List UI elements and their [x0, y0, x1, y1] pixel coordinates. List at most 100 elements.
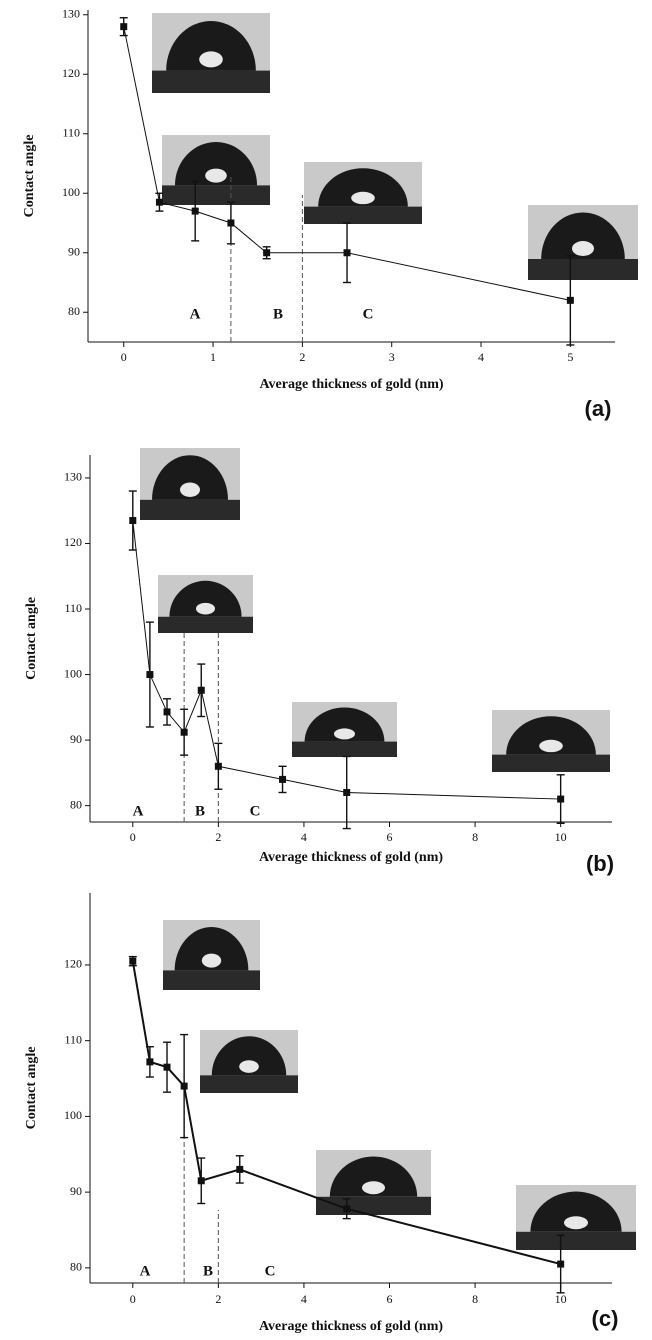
marker [279, 776, 286, 783]
x-axis-title: Average thickness of gold (nm) [259, 377, 443, 392]
highlight [196, 603, 215, 615]
droplet-photo [162, 135, 270, 205]
x-tick-label: 2 [215, 1292, 221, 1306]
x-axis-title: Average thickness of gold (nm) [259, 850, 443, 865]
highlight [564, 1216, 588, 1229]
marker [129, 517, 136, 524]
x-tick-label: 1 [210, 350, 216, 364]
highlight [199, 51, 223, 67]
marker [181, 729, 188, 736]
substrate [528, 259, 638, 280]
droplet-photo [516, 1185, 636, 1250]
panel-label: (b) [586, 851, 614, 876]
x-tick-label: 0 [121, 350, 127, 364]
y-tick-label: 80 [70, 1260, 82, 1274]
x-tick-label: 6 [387, 1292, 393, 1306]
x-tick-label: 0 [130, 830, 136, 844]
droplet-photo [528, 205, 638, 280]
substrate [316, 1197, 431, 1215]
droplet-photo [316, 1150, 431, 1215]
highlight [351, 192, 375, 204]
y-axis-title: Contact angle [24, 597, 39, 680]
marker [192, 208, 199, 215]
x-tick-label: 5 [567, 350, 573, 364]
droplet-photo [163, 920, 260, 990]
substrate [292, 742, 397, 757]
marker [557, 796, 564, 803]
x-tick-label: 0 [130, 1292, 136, 1306]
marker [215, 763, 222, 770]
marker [567, 297, 574, 304]
region-label: B [195, 803, 205, 819]
region-label: A [140, 1263, 151, 1279]
marker [156, 199, 163, 206]
y-tick-label: 80 [70, 797, 82, 811]
substrate [304, 207, 422, 224]
highlight [180, 483, 200, 497]
droplet-photo [200, 1030, 298, 1093]
x-tick-label: 3 [389, 350, 395, 364]
highlight [205, 169, 227, 183]
y-axis-title: Contact angle [22, 135, 37, 218]
y-tick-label: 90 [70, 1184, 82, 1198]
marker [343, 1205, 350, 1212]
region-label: C [250, 803, 261, 819]
x-tick-label: 6 [387, 830, 393, 844]
figure: 0123458090100110120130Average thickness … [0, 0, 652, 1340]
marker [164, 1064, 171, 1071]
y-tick-label: 90 [70, 732, 82, 746]
droplet-photo [304, 162, 422, 224]
y-tick-label: 110 [62, 126, 80, 140]
substrate [163, 970, 260, 990]
substrate [152, 71, 270, 93]
marker [198, 687, 205, 694]
marker [236, 1166, 243, 1173]
substrate [516, 1232, 636, 1250]
y-tick-label: 120 [62, 66, 80, 80]
highlight [202, 954, 221, 968]
region-label: C [363, 306, 374, 322]
x-tick-label: 8 [472, 830, 478, 844]
panel-label: (a) [585, 396, 612, 421]
x-tick-label: 8 [472, 1292, 478, 1306]
y-tick-label: 90 [68, 245, 80, 259]
marker [129, 958, 136, 965]
marker [227, 220, 234, 227]
substrate [200, 1075, 298, 1093]
x-axis-title: Average thickness of gold (nm) [259, 1319, 443, 1334]
marker [164, 708, 171, 715]
y-tick-label: 120 [64, 957, 82, 971]
highlight [334, 728, 355, 739]
x-tick-label: 2 [299, 350, 305, 364]
region-label: C [265, 1263, 276, 1279]
marker [146, 671, 153, 678]
marker [343, 789, 350, 796]
substrate [140, 500, 240, 520]
x-tick-label: 4 [301, 830, 307, 844]
y-tick-label: 80 [68, 304, 80, 318]
droplet-photo [492, 710, 610, 772]
marker [557, 1261, 564, 1268]
droplet-photo [158, 575, 253, 633]
x-tick-label: 4 [478, 350, 484, 364]
marker [263, 249, 270, 256]
highlight [362, 1181, 385, 1194]
y-tick-label: 130 [62, 7, 80, 21]
droplet-photo [292, 702, 397, 757]
y-tick-label: 100 [64, 666, 82, 680]
highlight [539, 740, 563, 752]
droplet-photo [152, 13, 270, 93]
region-label: A [133, 803, 144, 819]
region-label: B [273, 306, 283, 322]
marker [146, 1058, 153, 1065]
y-tick-label: 120 [64, 535, 82, 549]
x-tick-label: 2 [215, 830, 221, 844]
region-label: A [190, 306, 201, 322]
highlight [572, 241, 594, 256]
region-label: B [203, 1263, 213, 1279]
marker [198, 1177, 205, 1184]
substrate [492, 755, 610, 772]
